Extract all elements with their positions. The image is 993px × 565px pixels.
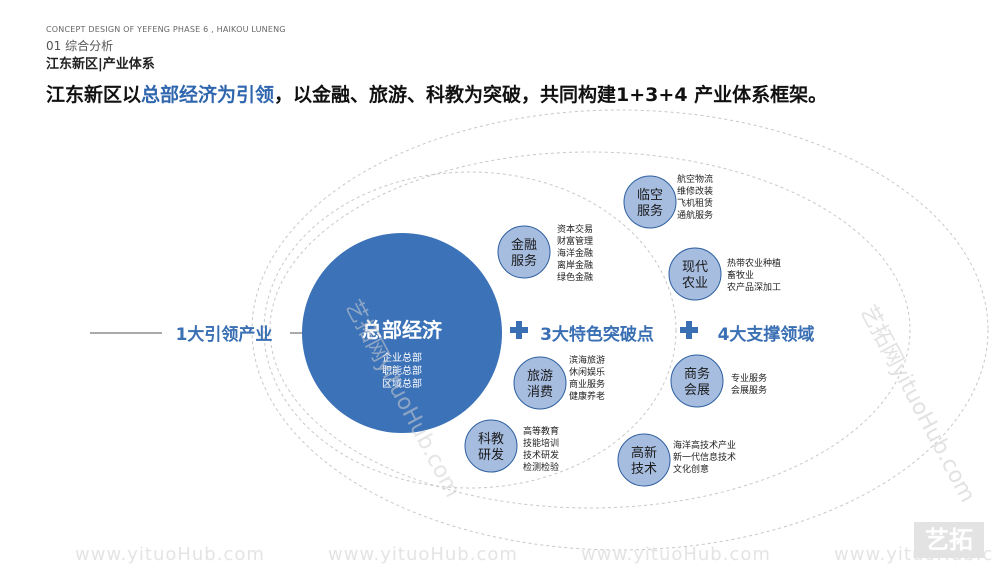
node-name: 旅游消费 xyxy=(527,369,553,400)
node-name: 临空服务 xyxy=(637,188,663,219)
watermark-logo: 艺拓 xyxy=(914,522,984,558)
headline: 江东新区以总部经济为引领，以金融、旅游、科教为突破，共同构建1+3+4 产业体系… xyxy=(46,80,827,107)
core-title: 总部经济 xyxy=(362,318,443,342)
node-item: 飞机租赁 xyxy=(677,197,713,209)
node-name: 商务会展 xyxy=(684,366,710,398)
node-item: 通航服务 xyxy=(677,209,713,221)
node-item: 文化创意 xyxy=(673,463,709,475)
node-circle xyxy=(513,356,567,410)
node-circle xyxy=(617,433,671,487)
core-item: 区域总部 xyxy=(382,377,422,390)
node-name: 科教研发 xyxy=(478,431,504,463)
node-item: 绿色金融 xyxy=(557,271,593,283)
node-item: 专业服务 xyxy=(731,372,767,384)
watermark-bottom-2: www.yituoHub.com xyxy=(328,544,518,565)
node-item: 航空物流 xyxy=(677,173,713,185)
project-title-en: CONCEPT DESIGN OF YEFENG PHASE 6 , HAIKO… xyxy=(46,25,286,34)
node-circle xyxy=(464,419,518,473)
node-item: 会展服务 xyxy=(731,384,767,396)
node-item: 检测检验 xyxy=(523,461,559,473)
axis-label-featured: 3大特色突破点 xyxy=(540,324,654,345)
core-circle xyxy=(302,233,502,433)
section-label: 01 综合分析 xyxy=(46,39,114,53)
axis-label-support: 4大支撑领域 xyxy=(718,324,815,345)
node-item: 健康养老 xyxy=(569,390,605,402)
node-item: 资本交易 xyxy=(557,223,593,235)
watermark-diagonal-2: 艺拓网yituoHub.com xyxy=(855,301,980,507)
node-item: 新一代信息技术 xyxy=(673,451,736,463)
node-item: 热带农业种植 xyxy=(727,257,781,269)
node-circle xyxy=(670,354,724,408)
node-item: 海洋高技术产业 xyxy=(673,439,736,451)
node-name: 金融服务 xyxy=(511,237,537,269)
watermark-bottom-3: www.yituoHub.com xyxy=(581,544,771,565)
node-item: 技能培训 xyxy=(523,437,559,449)
node-item: 休闲娱乐 xyxy=(569,366,605,378)
headline-highlight: 总部经济为引领 xyxy=(141,84,275,106)
node-item: 维修改装 xyxy=(677,185,713,197)
core-item: 企业总部 xyxy=(382,351,422,364)
node-name: 高新技术 xyxy=(631,445,657,477)
inner-ellipse xyxy=(263,171,677,489)
node-item: 农产品深加工 xyxy=(727,281,781,293)
node-item: 高等教育 xyxy=(523,425,559,437)
node-item: 财富管理 xyxy=(557,235,593,247)
watermark-bottom-1: www.yituoHub.com xyxy=(75,544,265,565)
axis-label-lead: 1大引领产业 xyxy=(176,324,273,345)
plus-icon xyxy=(680,321,698,339)
node-circle xyxy=(668,247,722,301)
node-item: 技术研发 xyxy=(523,449,559,461)
node-item: 海洋金融 xyxy=(557,247,593,259)
headline-suffix: ，以金融、旅游、科教为突破，共同构建1+3+4 产业体系框架。 xyxy=(274,84,828,106)
middle-ellipse xyxy=(269,151,911,509)
node-name: 现代农业 xyxy=(682,260,708,291)
page-subtitle: 江东新区|产业体系 xyxy=(46,57,155,72)
plus-icon xyxy=(510,321,528,339)
node-circle xyxy=(497,225,551,279)
outer-ellipse xyxy=(251,109,989,551)
headline-prefix: 江东新区以 xyxy=(46,84,142,106)
core-item: 职能总部 xyxy=(382,364,422,377)
node-item: 滨海旅游 xyxy=(569,354,605,366)
node-circle xyxy=(623,175,677,229)
node-item: 离岸金融 xyxy=(557,259,593,271)
node-item: 商业服务 xyxy=(569,378,605,390)
node-item: 畜牧业 xyxy=(727,269,754,281)
